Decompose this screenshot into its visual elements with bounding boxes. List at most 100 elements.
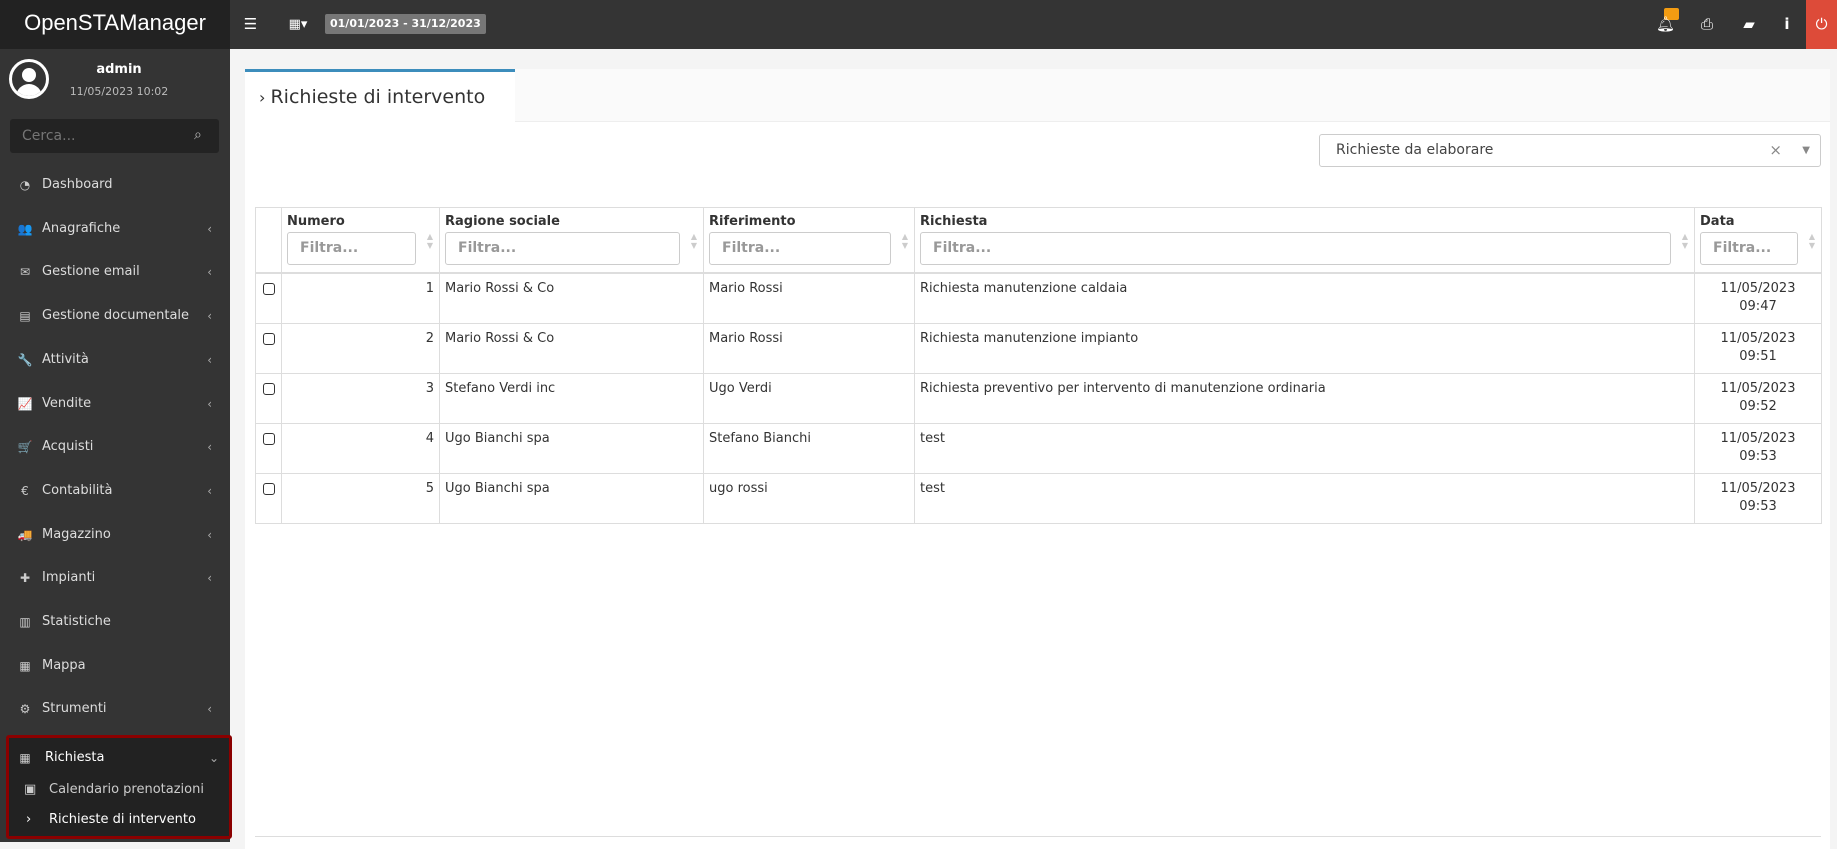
column-filter-input[interactable]: Filtra... <box>1700 232 1798 265</box>
cell-richiesta: Richiesta manutenzione caldaia <box>914 272 1695 324</box>
column-filter-input[interactable]: Filtra... <box>445 232 680 265</box>
table-row[interactable]: 4 Ugo Bianchi spa Stefano Bianchi test 1… <box>255 422 1822 474</box>
content-card: › Richieste di intervento Richieste da e… <box>245 69 1830 849</box>
sidebar-item-anagrafiche[interactable]: 👥 Anagrafiche ‹ <box>0 209 230 249</box>
avatar <box>9 59 49 99</box>
cell-ragione-sociale: Mario Rossi & Co <box>439 322 704 374</box>
row-checkbox[interactable] <box>262 282 275 295</box>
euro-icon: € <box>21 483 29 498</box>
power-icon[interactable]: ⏻ <box>1806 0 1837 49</box>
sort-icon[interactable]: ▲ ▼ <box>690 232 698 250</box>
sort-icon[interactable]: ▲ ▼ <box>1808 232 1816 250</box>
sort-icon[interactable]: ▲ ▼ <box>426 232 434 250</box>
cell-data: 11/05/2023 09:52 <box>1694 372 1822 424</box>
clear-icon[interactable]: × <box>1769 141 1782 159</box>
envelope-icon: ✉ <box>19 265 31 280</box>
sort-icon[interactable]: ▲ ▼ <box>901 232 909 250</box>
cell-data: 11/05/2023 09:47 <box>1694 272 1822 324</box>
caret-down-icon[interactable]: ▼ <box>1802 145 1810 156</box>
sidebar-item-acquisti[interactable]: 🛒 Acquisti ‹ <box>0 427 230 467</box>
chevron-left-icon: ‹ <box>207 527 212 542</box>
cell-riferimento: Mario Rossi <box>703 272 915 324</box>
sidebar-item-strumenti[interactable]: ⚙ Strumenti ‹ <box>0 689 230 729</box>
info-icon[interactable]: i <box>1784 15 1790 33</box>
print-icon[interactable]: ⎙ <box>1700 15 1713 33</box>
book-icon[interactable]: ▰ <box>1743 15 1755 33</box>
chevron-left-icon: ‹ <box>207 352 212 367</box>
table-row[interactable]: 3 Stefano Verdi inc Ugo Verdi Richiesta … <box>255 372 1822 424</box>
user-name[interactable]: admin <box>96 62 142 77</box>
chevron-left-icon: ‹ <box>207 309 212 324</box>
sidebar-item-mappa[interactable]: ▦ Mappa <box>0 646 230 686</box>
puzzle-icon: ✚ <box>19 571 31 586</box>
tab-richieste-di-intervento[interactable]: › Richieste di intervento <box>245 69 515 123</box>
status-filter-select[interactable]: Richieste da elaborare × ▼ <box>1319 134 1821 167</box>
chevron-left-icon: ‹ <box>207 265 212 280</box>
chevron-down-icon: ⌄ <box>208 751 219 765</box>
sidebar-item-gestione-email[interactable]: ✉ Gestione email ‹ <box>0 252 230 292</box>
chevron-right-icon: › <box>259 88 271 107</box>
column-filter-input[interactable]: Filtra... <box>287 232 416 265</box>
cell-richiesta: test <box>914 422 1695 474</box>
column-header[interactable]: Data ▲ ▼ Filtra... <box>1694 207 1822 274</box>
cell-ragione-sociale: Stefano Verdi inc <box>439 372 704 424</box>
cell-data: 11/05/2023 09:53 <box>1694 472 1822 524</box>
wrench-icon: 🔧 <box>17 352 33 367</box>
column-filter-input[interactable]: Filtra... <box>709 232 891 265</box>
cell-numero: 5 <box>281 472 440 524</box>
cell-numero: 2 <box>281 322 440 374</box>
sidebar-item-statistiche[interactable]: ▥ Statistiche <box>0 602 230 642</box>
table-row[interactable]: 5 Ugo Bianchi spa ugo rossi test 11/05/2… <box>255 472 1822 524</box>
sidebar-item-magazzino[interactable]: 🚚 Magazzino ‹ <box>0 515 230 555</box>
cog-icon: ⚙ <box>19 702 31 717</box>
cell-ragione-sociale: Mario Rossi & Co <box>439 272 704 324</box>
cell-riferimento: Mario Rossi <box>703 322 915 374</box>
cell-riferimento: Stefano Bianchi <box>703 422 915 474</box>
user-datetime: 11/05/2023 10:02 <box>69 85 169 98</box>
sidebar-item-dashboard[interactable]: ◔ Dashboard <box>0 165 230 205</box>
row-checkbox[interactable] <box>262 382 275 395</box>
sidebar-item-vendite[interactable]: 📈 Vendite ‹ <box>0 384 230 424</box>
sidebar-item-calendario-prenotazioni[interactable]: ▣ Calendario prenotazioni <box>9 775 229 805</box>
column-header[interactable]: Riferimento ▲ ▼ Filtra... <box>703 207 915 274</box>
notification-badge <box>1664 8 1679 20</box>
bell-icon[interactable]: 🔔︎ <box>1656 15 1676 33</box>
chevron-left-icon: ‹ <box>207 571 212 586</box>
calendar-dropdown-icon[interactable]: ▦▾ <box>288 17 308 32</box>
table-row[interactable]: 1 Mario Rossi & Co Mario Rossi Richiesta… <box>255 272 1822 324</box>
row-checkbox[interactable] <box>262 432 275 445</box>
truck-icon: 🚚 <box>17 527 33 542</box>
calendar-icon: ▦ <box>19 751 31 765</box>
sidebar-search-input[interactable] <box>10 119 219 153</box>
sidebar-item-richieste-di-intervento[interactable]: › Richieste di intervento <box>9 805 229 835</box>
line-chart-icon: 📈 <box>17 396 33 411</box>
users-icon: 👥 <box>17 221 33 236</box>
search-icon[interactable]: ⌕ <box>194 127 202 143</box>
calendar-plus-icon: ▣ <box>24 782 37 797</box>
cell-richiesta: Richiesta manutenzione impianto <box>914 322 1695 374</box>
column-header[interactable]: Richiesta ▲ ▼ Filtra... <box>914 207 1695 274</box>
select-all-column <box>255 207 282 274</box>
column-header[interactable]: Ragione sociale ▲ ▼ Filtra... <box>439 207 704 274</box>
chevron-left-icon: ‹ <box>207 396 212 411</box>
row-checkbox[interactable] <box>262 332 275 345</box>
cell-richiesta: test <box>914 472 1695 524</box>
chevron-left-icon: ‹ <box>207 702 212 717</box>
column-filter-input[interactable]: Filtra... <box>920 232 1671 265</box>
table-row[interactable]: 2 Mario Rossi & Co Mario Rossi Richiesta… <box>255 322 1822 374</box>
app-logo[interactable]: OpenSTAManager <box>0 0 230 49</box>
sidebar: admin 11/05/2023 10:02 ⌕ ◔Dashboard👥Anag… <box>0 49 232 842</box>
row-checkbox[interactable] <box>262 482 275 495</box>
column-header[interactable]: Numero ▲ ▼ Filtra... <box>281 207 440 274</box>
cell-data: 11/05/2023 09:53 <box>1694 422 1822 474</box>
sidebar-item-impianti[interactable]: ✚ Impianti ‹ <box>0 558 230 598</box>
chevron-left-icon: ‹ <box>207 221 212 236</box>
map-icon: ▦ <box>19 658 31 673</box>
sidebar-item-richiesta[interactable]: ▦ Richiesta ⌄ <box>9 738 229 778</box>
date-range-badge[interactable]: 01/01/2023 - 31/12/2023 <box>325 14 486 34</box>
sidebar-item-contabilit-[interactable]: € Contabilità ‹ <box>0 471 230 511</box>
sidebar-item-attivit-[interactable]: 🔧 Attività ‹ <box>0 340 230 380</box>
bars-icon[interactable]: ☰ <box>243 15 258 33</box>
sort-icon[interactable]: ▲ ▼ <box>1681 232 1689 250</box>
sidebar-item-gestione-documentale[interactable]: ▤ Gestione documentale ‹ <box>0 296 230 336</box>
